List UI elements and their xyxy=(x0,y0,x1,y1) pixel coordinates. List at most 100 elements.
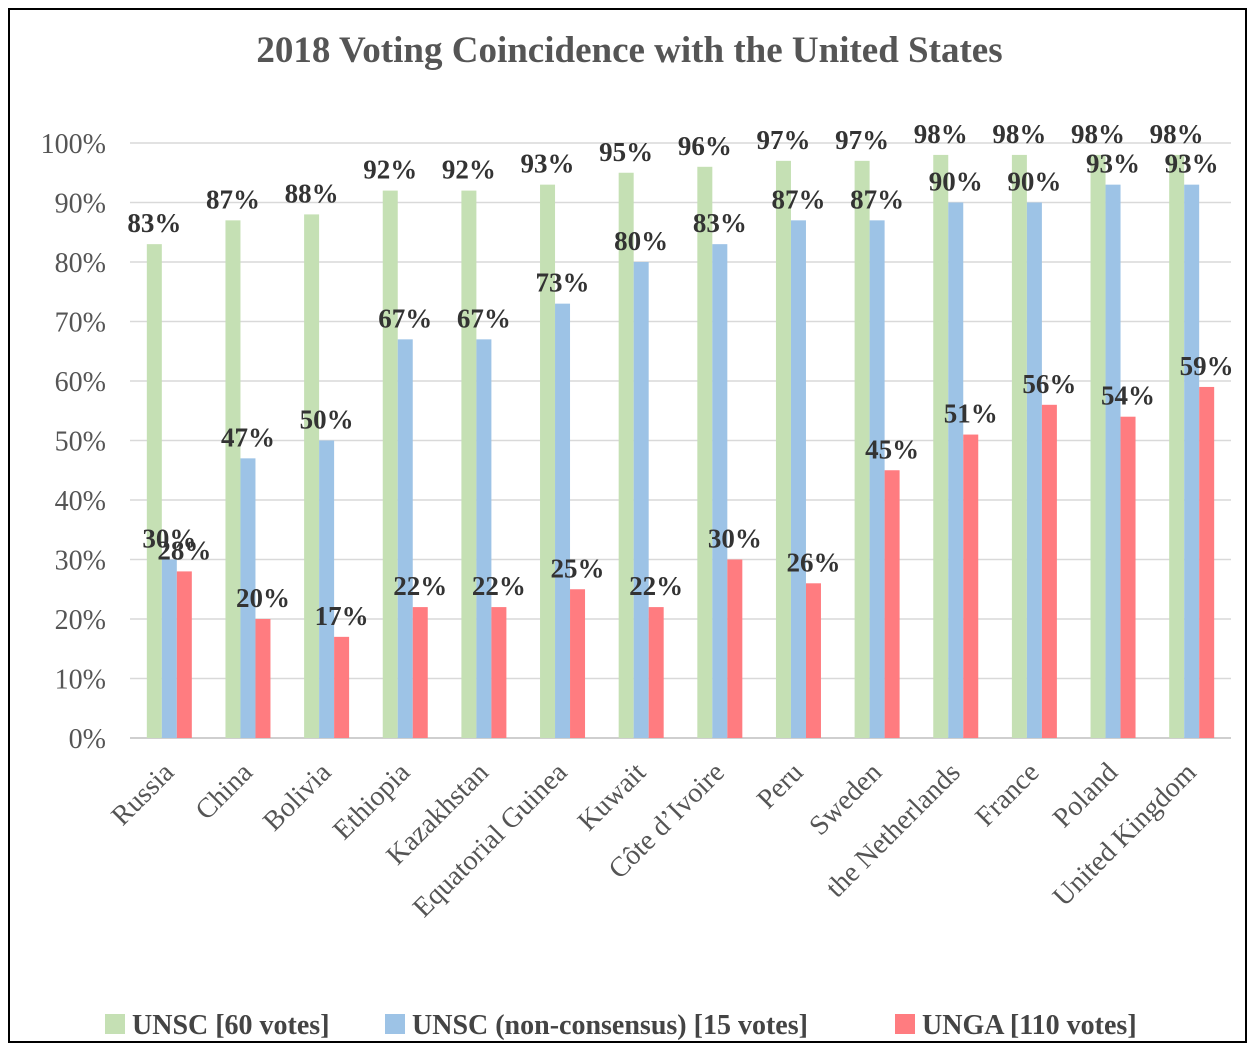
data-label: 93% xyxy=(521,149,575,179)
bar xyxy=(146,244,162,738)
data-label: 20% xyxy=(236,583,290,613)
bar xyxy=(540,184,556,738)
bar xyxy=(933,154,949,738)
bar xyxy=(884,470,900,738)
data-label: 22% xyxy=(393,571,447,601)
data-label: 98% xyxy=(914,119,968,149)
bar xyxy=(319,440,335,738)
data-label: 28% xyxy=(157,535,211,565)
y-tick-label: 40% xyxy=(55,486,106,517)
legend-swatch xyxy=(895,1014,915,1034)
data-label: 92% xyxy=(442,155,496,185)
data-label: 26% xyxy=(786,547,840,577)
bar xyxy=(555,303,571,738)
data-label: 92% xyxy=(363,155,417,185)
bar xyxy=(1120,416,1136,738)
y-tick-label: 0% xyxy=(69,724,106,755)
bar xyxy=(176,571,192,738)
bar xyxy=(963,434,979,738)
data-label: 73% xyxy=(536,268,590,298)
x-tick-label: Peru xyxy=(751,757,809,815)
bar xyxy=(161,559,177,738)
x-tick-label: Russia xyxy=(106,757,181,832)
data-label: 83% xyxy=(693,208,747,238)
y-tick-label: 10% xyxy=(55,665,106,696)
data-label: 54% xyxy=(1101,381,1155,411)
data-label: 93% xyxy=(1165,149,1219,179)
bar xyxy=(948,202,964,738)
data-label: 97% xyxy=(756,125,810,155)
bar xyxy=(334,636,350,738)
y-tick-label: 60% xyxy=(55,367,106,398)
data-label: 93% xyxy=(1086,149,1140,179)
y-tick-label: 20% xyxy=(55,605,106,636)
x-tick-label: China xyxy=(190,757,260,827)
data-label: 98% xyxy=(1150,119,1204,149)
bar xyxy=(255,619,271,738)
bar xyxy=(461,190,477,739)
bar xyxy=(648,607,664,738)
bar xyxy=(1090,154,1106,738)
y-tick-label: 30% xyxy=(55,546,106,577)
data-label: 87% xyxy=(771,184,825,214)
bar xyxy=(1026,202,1042,738)
bar xyxy=(1199,386,1215,738)
data-label: 90% xyxy=(929,167,983,197)
data-label: 50% xyxy=(300,405,354,435)
bar xyxy=(805,583,821,738)
data-label: 80% xyxy=(614,226,668,256)
bar xyxy=(618,172,634,738)
bar xyxy=(727,559,743,738)
bar xyxy=(397,339,413,738)
data-label: 22% xyxy=(472,571,526,601)
data-label: 87% xyxy=(206,184,260,214)
data-label: 88% xyxy=(285,178,339,208)
data-label: 56% xyxy=(1022,369,1076,399)
x-tick-label: the Netherlands xyxy=(820,757,967,904)
data-label: 83% xyxy=(127,208,181,238)
y-tick-label: 100% xyxy=(41,129,106,160)
legend-label: UNSC (non-consensus) [15 votes] xyxy=(412,1010,808,1041)
bar xyxy=(412,607,428,738)
data-label: 67% xyxy=(457,303,511,333)
bar xyxy=(491,607,507,738)
y-tick-label: 90% xyxy=(55,189,106,220)
legend-label: UNGA [110 votes] xyxy=(922,1010,1137,1041)
data-label: 96% xyxy=(678,131,732,161)
data-label: 47% xyxy=(221,422,275,452)
legend-label: UNSC [60 votes] xyxy=(132,1010,330,1041)
data-label: 98% xyxy=(992,119,1046,149)
bar xyxy=(570,589,586,738)
y-tick-label: 70% xyxy=(55,308,106,339)
bar xyxy=(304,214,320,738)
x-tick-label: United Kingdom xyxy=(1047,757,1203,913)
bar xyxy=(240,458,256,738)
data-label: 90% xyxy=(1007,167,1061,197)
data-label: 87% xyxy=(850,184,904,214)
legend-swatch xyxy=(385,1014,405,1034)
bar xyxy=(854,160,870,739)
chart-title: 2018 Voting Coincidence with the United … xyxy=(256,30,1002,71)
bar xyxy=(382,190,398,739)
data-label: 67% xyxy=(378,303,432,333)
bar xyxy=(697,166,713,739)
data-label: 30% xyxy=(708,524,762,554)
bar xyxy=(790,220,806,739)
bar xyxy=(712,244,728,738)
bar xyxy=(1169,154,1185,738)
x-tick-label: France xyxy=(970,757,1046,833)
chart-frame: 2018 Voting Coincidence with the United … xyxy=(8,8,1247,1043)
bar xyxy=(633,262,649,738)
bar xyxy=(869,220,885,739)
chart-svg: 2018 Voting Coincidence with the United … xyxy=(41,30,1234,1041)
data-label: 25% xyxy=(551,553,605,583)
data-label: 95% xyxy=(599,137,653,167)
bar xyxy=(775,160,791,739)
data-label: 98% xyxy=(1071,119,1125,149)
data-label: 51% xyxy=(944,399,998,429)
data-label: 45% xyxy=(865,434,919,464)
data-label: 30% xyxy=(142,524,196,554)
data-label: 97% xyxy=(835,125,889,155)
x-tick-label: Bolivia xyxy=(257,757,338,838)
legend-swatch xyxy=(105,1014,125,1034)
